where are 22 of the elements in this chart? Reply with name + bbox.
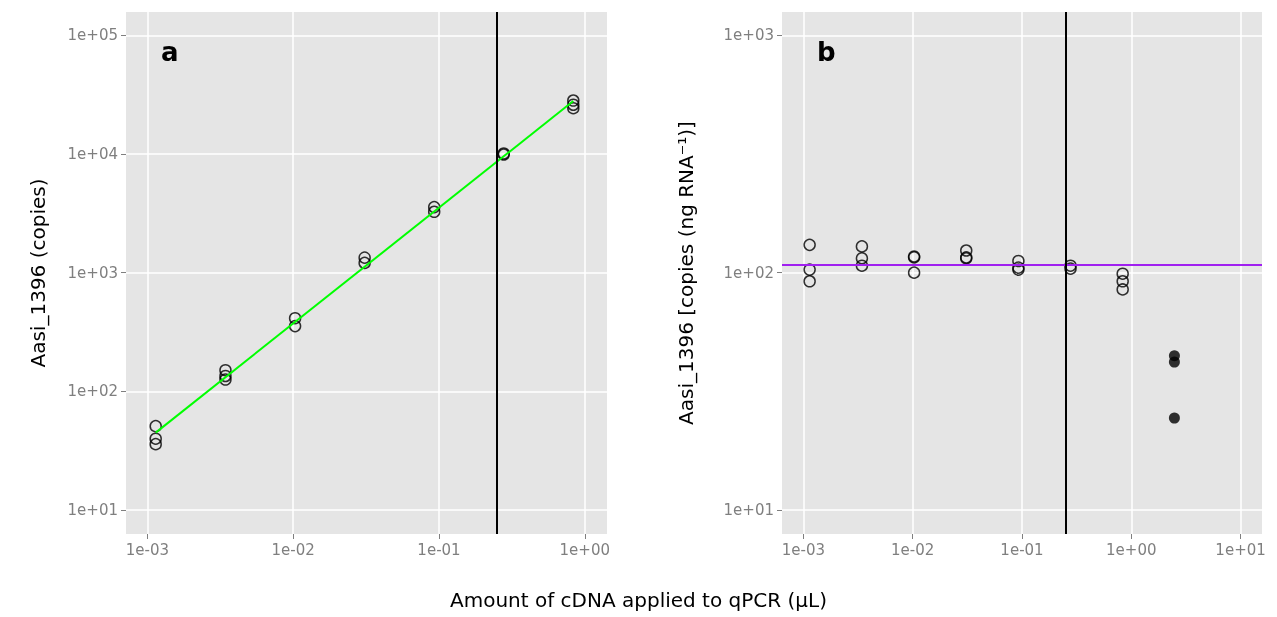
y-tick-label: 1e+01	[67, 501, 118, 520]
x-tick-label: 1e-03	[781, 540, 826, 559]
x-tick-label: 1e+00	[1106, 540, 1157, 559]
x-tick-label: 1e-02	[271, 540, 315, 559]
y-tick-label: 1e+02	[723, 263, 774, 282]
text: b	[817, 37, 836, 67]
text: a	[161, 37, 179, 67]
x-axis-title: Amount of cDNA applied to qPCR (µL)	[449, 588, 828, 612]
x-tick-label: 1e+01	[1215, 540, 1266, 559]
y-axis-title: Aasi_1396 (copies)	[26, 178, 50, 368]
y-axis-title: Aasi_1396 [copies (ng RNA⁻¹)]	[674, 121, 698, 425]
y-tick-label: 1e+05	[67, 26, 118, 45]
y-tick-label: 1e+04	[67, 144, 118, 163]
y-tick-label: 1e+02	[67, 382, 118, 401]
y-tick-label: 1e+03	[723, 26, 774, 45]
y-tick-label: 1e+03	[67, 263, 118, 282]
x-tick-label: 1e-01	[417, 540, 461, 559]
x-tick-label: 1e+00	[559, 540, 611, 559]
y-tick-label: 1e+01	[723, 501, 774, 520]
x-tick-label: 1e-03	[125, 540, 170, 559]
x-tick-label: 1e-02	[891, 540, 935, 559]
x-tick-label: 1e-01	[1000, 540, 1044, 559]
